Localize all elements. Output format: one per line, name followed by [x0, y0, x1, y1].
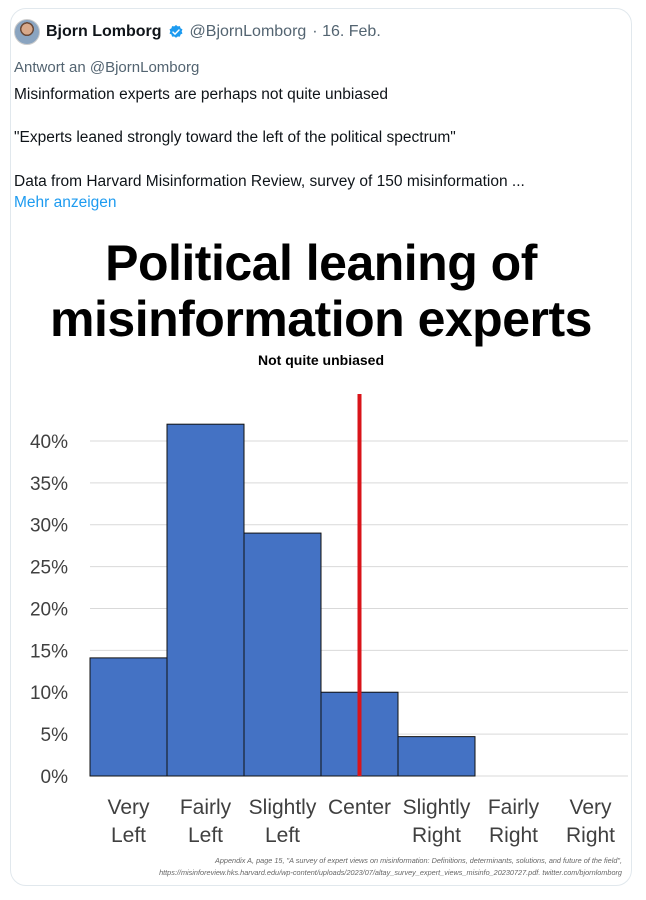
chart-footnote-line-2: https://misinforeview.hks.harvard.edu/wp… [159, 868, 622, 877]
bars [89, 423, 476, 777]
x-tick-label: Right [412, 824, 461, 847]
avatar[interactable] [14, 19, 40, 45]
x-tick-label: Slightly [403, 796, 471, 819]
chart-title-line-2: misinformation experts [50, 291, 592, 347]
chart-title-line-1: Political leaning of [105, 235, 537, 291]
bar [243, 532, 322, 777]
x-axis-labels: Very Left Fairly Left Slightly Left Center Slig… [107, 796, 615, 847]
tweet-header: Bjorn Lomborg @BjornLomborg · 16. Feb. [14, 18, 381, 46]
bar [89, 657, 168, 777]
y-axis-labels: 0% 5% 10% 15% 20% 25% 30% 35% 40% [30, 432, 68, 788]
tweet-text-line-2: "Experts leaned strongly toward the left… [14, 129, 456, 146]
tweet-date[interactable]: · 16. Feb. [312, 23, 381, 40]
bar [166, 423, 245, 777]
x-tick-label: Fairly [488, 796, 540, 819]
x-tick-label: Very [569, 796, 612, 819]
x-tick-label: Left [265, 824, 300, 847]
tweet-text-line-1: Misinformation experts are perhaps not q… [14, 86, 388, 103]
x-tick-label: Fairly [180, 796, 232, 819]
reply-to-label: Antwort an @BjornLomborg [14, 59, 200, 76]
y-tick-label: 10% [30, 683, 68, 704]
chart-image[interactable]: Political leaning of misinformation expe… [10, 228, 632, 886]
x-tick-label: Center [328, 796, 391, 819]
author-name[interactable]: Bjorn Lomborg [46, 23, 162, 40]
y-tick-label: 20% [30, 599, 68, 620]
tweet-text-line-3: Data from Harvard Misinformation Review,… [14, 173, 525, 190]
bar-chart: 0% 5% 10% 15% 20% 25% 30% 35% 40% Very Left Fairly… [30, 394, 628, 847]
y-tick-label: 35% [30, 474, 68, 495]
chart-subtitle: Not quite unbiased [258, 352, 384, 368]
y-tick-label: 25% [30, 558, 68, 579]
verified-badge-icon [169, 25, 183, 38]
y-tick-label: 40% [30, 432, 68, 453]
y-tick-label: 0% [41, 767, 69, 788]
y-tick-label: 5% [41, 725, 69, 746]
author-handle[interactable]: @BjornLomborg [189, 23, 307, 40]
x-tick-label: Right [566, 824, 615, 847]
x-tick-label: Left [188, 824, 223, 847]
x-tick-label: Slightly [249, 796, 317, 819]
chart-footnote-line-1: Appendix A, page 15, "A survey of expert… [215, 856, 622, 865]
y-tick-label: 30% [30, 516, 68, 537]
x-tick-label: Very [107, 796, 150, 819]
show-more-link[interactable]: Mehr anzeigen [14, 194, 117, 211]
x-tick-label: Right [489, 824, 538, 847]
y-tick-label: 15% [30, 641, 68, 662]
x-tick-label: Left [111, 824, 146, 847]
bar [397, 736, 476, 777]
